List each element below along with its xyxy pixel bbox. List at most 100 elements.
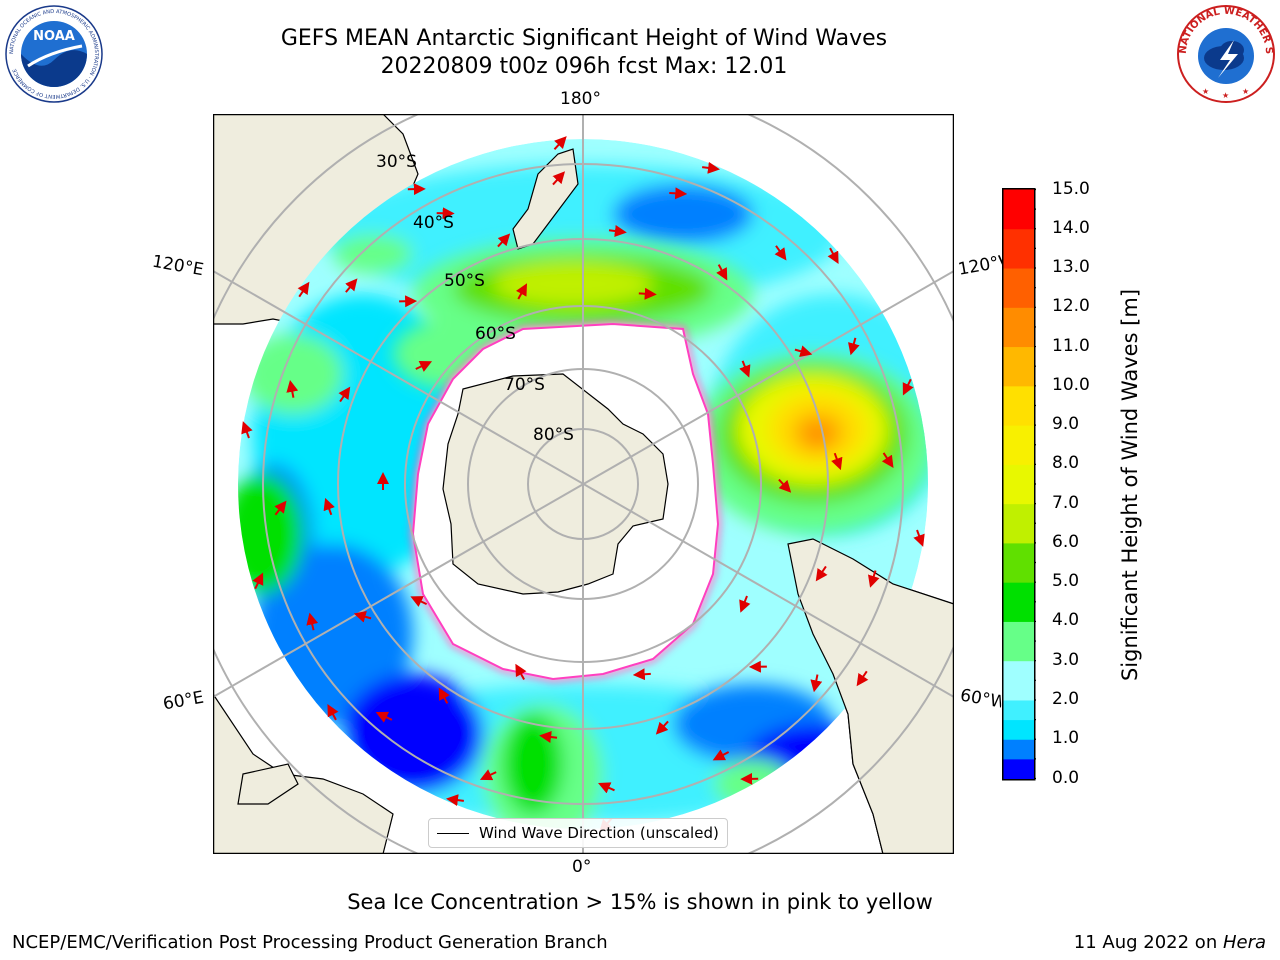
colorbar-block (1003, 307, 1035, 348)
wind-wave-arrow (274, 500, 287, 516)
wind-wave-arrow (778, 478, 792, 493)
wind-wave-arrow (702, 161, 721, 174)
wind-wave-arrow (338, 386, 351, 403)
polar-map (213, 114, 954, 854)
colorbar-tick-label: 6.0 (1052, 531, 1080, 552)
colorbar-block (1003, 503, 1035, 544)
antarctica-land (442, 373, 669, 595)
graticule (213, 114, 954, 854)
colorbar-block (1003, 464, 1035, 505)
colorbar-tick-label: 1.0 (1052, 728, 1080, 749)
colorbar-tick-label: 3.0 (1052, 649, 1080, 670)
footer-date: 11 Aug 2022 on Hera (1074, 932, 1266, 953)
svg-text:★: ★ (1242, 87, 1249, 96)
wind-wave-arrow (739, 360, 751, 378)
colorbar-tick-label: 2.0 (1052, 688, 1080, 709)
wind-wave-arrow (827, 247, 839, 264)
footer-credit: NCEP/EMC/Verification Post Processing Pr… (12, 932, 608, 953)
wind-wave-arrow (306, 612, 319, 631)
wind-wave-arrow (479, 769, 497, 781)
colorbar-tick-label: 13.0 (1052, 257, 1090, 278)
lon-label-120w: 120°W (956, 252, 1006, 280)
colorbar-tick-label: 10.0 (1052, 374, 1090, 395)
colorbar-tick-label: 4.0 (1052, 610, 1080, 631)
wind-wave-arrow (638, 287, 657, 300)
colorbar-tick-label: 14.0 (1052, 217, 1090, 238)
wind-wave-arrow (669, 187, 688, 200)
wind-wave-arrow (774, 245, 787, 261)
colorbar-label: Significant Height of Wind Waves [m] (1118, 288, 1142, 682)
nws-logo: NATIONAL WEATHER SERVICE ★ ★ ★ (1176, 4, 1275, 103)
lat-label-60s: 60°S (475, 324, 516, 344)
colorbar-block (1003, 660, 1035, 701)
colorbar (1002, 188, 1036, 781)
colorbar-block (1003, 758, 1035, 779)
map-legend: Wind Wave Direction (unscaled) (428, 818, 728, 848)
lon-label-120e: 120°E (150, 251, 206, 281)
svg-text:★: ★ (1222, 91, 1229, 100)
wind-wave-arrow (608, 225, 627, 237)
sea-ice-region (410, 321, 721, 682)
colorbar-tick-label: 11.0 (1052, 335, 1090, 356)
wind-wave-arrow (345, 278, 358, 293)
lat-label-30s: 30°S (376, 152, 417, 172)
colorbar-tick-label: 12.0 (1052, 296, 1090, 317)
colorbar-block (1003, 621, 1035, 662)
wind-wave-arrow (327, 704, 339, 721)
colorbar-block (1003, 739, 1035, 760)
colorbar-tick-label: 9.0 (1052, 414, 1080, 435)
footer-host: Hera (1222, 932, 1266, 953)
wind-wave-arrow (515, 283, 528, 300)
wind-wave-arrow (913, 529, 925, 547)
wind-wave-arrow (712, 749, 730, 761)
wind-wave-arrow (515, 663, 527, 680)
colorbar-block (1003, 346, 1035, 387)
colorbar-block (1003, 189, 1035, 230)
colorbar-block (1003, 699, 1035, 721)
wind-wave-arrow (415, 361, 433, 372)
wind-wave-arrow (297, 281, 310, 298)
wind-wave-arrow (848, 337, 860, 356)
chart-title: GEFS MEAN Antarctic Significant Height o… (280, 26, 888, 51)
lon-label-180: 180° (560, 89, 601, 109)
wind-wave-arrow (497, 233, 511, 248)
wind-wave-arrow (810, 674, 823, 693)
madagascar-land (237, 763, 299, 805)
colorbar-blocks (1003, 189, 1035, 779)
wind-wave-arrow (867, 570, 880, 588)
wind-wave-arrow (598, 782, 615, 794)
lat-label-50s: 50°S (444, 271, 485, 291)
wind-wave-arrow (539, 731, 558, 743)
wind-wave-arrow (655, 720, 669, 735)
noaa-logo: NATIONAL OCEANIC AND ATMOSPHERIC ADMINIS… (5, 5, 103, 103)
colorbar-block (1003, 542, 1035, 583)
legend-label: Wind Wave Direction (unscaled) (479, 824, 719, 842)
lat-label-40s: 40°S (413, 213, 454, 233)
wind-wave-arrow (739, 595, 751, 613)
wind-wave-arrow (831, 452, 843, 471)
footer-date-text: 11 Aug 2022 on (1073, 932, 1223, 953)
lon-label-0: 0° (572, 857, 592, 877)
noaa-logo-text: NOAA (33, 29, 75, 44)
lat-label-80s: 80°S (533, 425, 574, 445)
colorbar-tick-label: 5.0 (1052, 571, 1080, 592)
svg-text:★: ★ (1202, 87, 1209, 96)
colorbar-block (1003, 719, 1035, 740)
wind-wave-arrow (856, 670, 869, 687)
wind-wave-arrows (241, 136, 925, 832)
wind-wave-arrow (632, 668, 651, 681)
wind-wave-arrow (794, 345, 813, 358)
wind-wave-arrow (815, 565, 828, 582)
map-border (213, 114, 954, 854)
colorbar-block (1003, 582, 1035, 622)
wind-wave-arrow (375, 711, 393, 723)
colorbar-tick-label: 7.0 (1052, 492, 1080, 513)
wind-wave-arrow (716, 264, 728, 281)
wind-wave-arrow (286, 379, 299, 398)
colorbar-block (1003, 425, 1035, 465)
wind-wave-arrow (353, 610, 372, 623)
wind-wave-arrow (438, 687, 450, 704)
chart-subtitle: 20220809 t00z 096h fcst Max: 12.01 (380, 54, 788, 79)
wind-wave-arrow (241, 421, 253, 439)
wind-wave-arrow (323, 497, 335, 516)
